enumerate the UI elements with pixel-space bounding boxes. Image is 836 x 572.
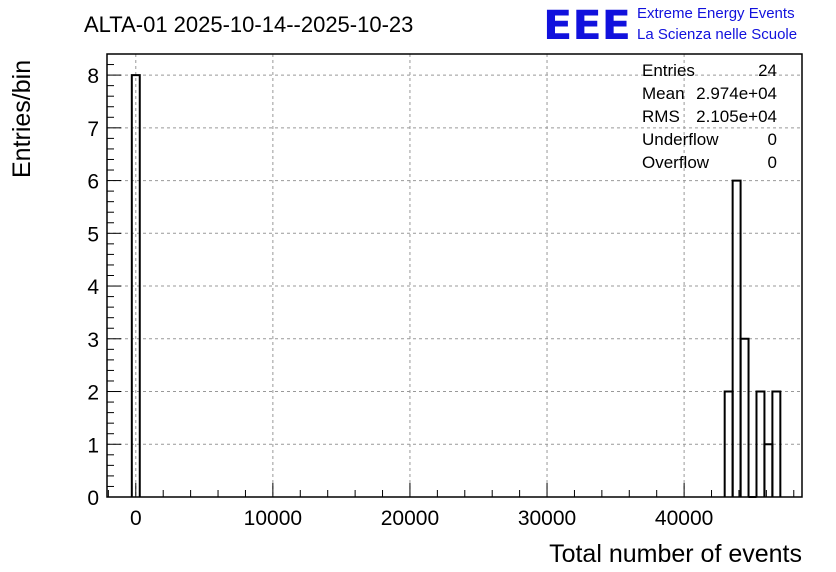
y-tick-label-7: 7: [87, 118, 99, 141]
stat-value-rms: 2.105e+04: [696, 107, 777, 126]
y-tick-label-3: 3: [87, 329, 99, 352]
stat-value-underflow: 0: [768, 130, 777, 149]
brand-line-2: La Scienza nelle Scuole: [637, 26, 797, 43]
y-axis-label: Entries/bin: [8, 60, 36, 178]
stat-label-entries: Entries: [642, 61, 695, 80]
stats-box: Entries 24 Mean 2.974e+04 RMS 2.105e+04 …: [642, 61, 777, 172]
stat-value-overflow: 0: [768, 153, 777, 172]
x-tick-label-1: 10000: [244, 507, 302, 530]
y-tick-label-0: 0: [87, 487, 99, 510]
x-axis-label: Total number of events: [549, 540, 802, 568]
x-tick-label-0: 0: [130, 507, 142, 530]
y-tick-label-8: 8: [87, 65, 99, 88]
histogram-bin-7: [771, 390, 782, 497]
x-tick-label-4: 40000: [655, 507, 713, 530]
histogram-bin-0: [130, 74, 141, 497]
stat-label-underflow: Underflow: [642, 130, 719, 149]
histogram-bins: [130, 74, 782, 498]
y-tick-label-4: 4: [87, 276, 99, 299]
stat-value-entries: 24: [758, 61, 777, 80]
stat-value-mean: 2.974e+04: [696, 84, 777, 103]
stat-label-overflow: Overflow: [642, 153, 710, 172]
chart-title: ALTA-01 2025-10-14--2025-10-23: [84, 12, 413, 37]
y-tick-label-2: 2: [87, 382, 99, 405]
x-tick-label-3: 30000: [518, 507, 576, 530]
y-tick-label-1: 1: [87, 434, 99, 457]
x-tick-label-2: 20000: [381, 507, 439, 530]
histogram-bin-3: [739, 337, 750, 497]
eee-logo: EEE: [543, 3, 631, 49]
y-tick-label-6: 6: [87, 171, 99, 194]
stat-label-mean: Mean: [642, 84, 685, 103]
y-tick-label-5: 5: [87, 223, 99, 246]
brand-line-1: Extreme Energy Events: [637, 5, 795, 22]
stat-label-rms: RMS: [642, 107, 680, 126]
axis-ticks: 0 10000 20000 30000 40000 0 1 2 3 4 5 6 7 8: [87, 53, 795, 530]
grid-lines: [107, 54, 802, 497]
